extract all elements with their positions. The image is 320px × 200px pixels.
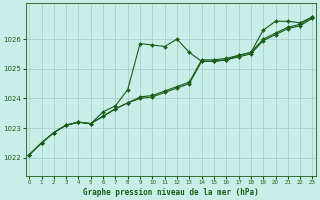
X-axis label: Graphe pression niveau de la mer (hPa): Graphe pression niveau de la mer (hPa) xyxy=(83,188,259,197)
